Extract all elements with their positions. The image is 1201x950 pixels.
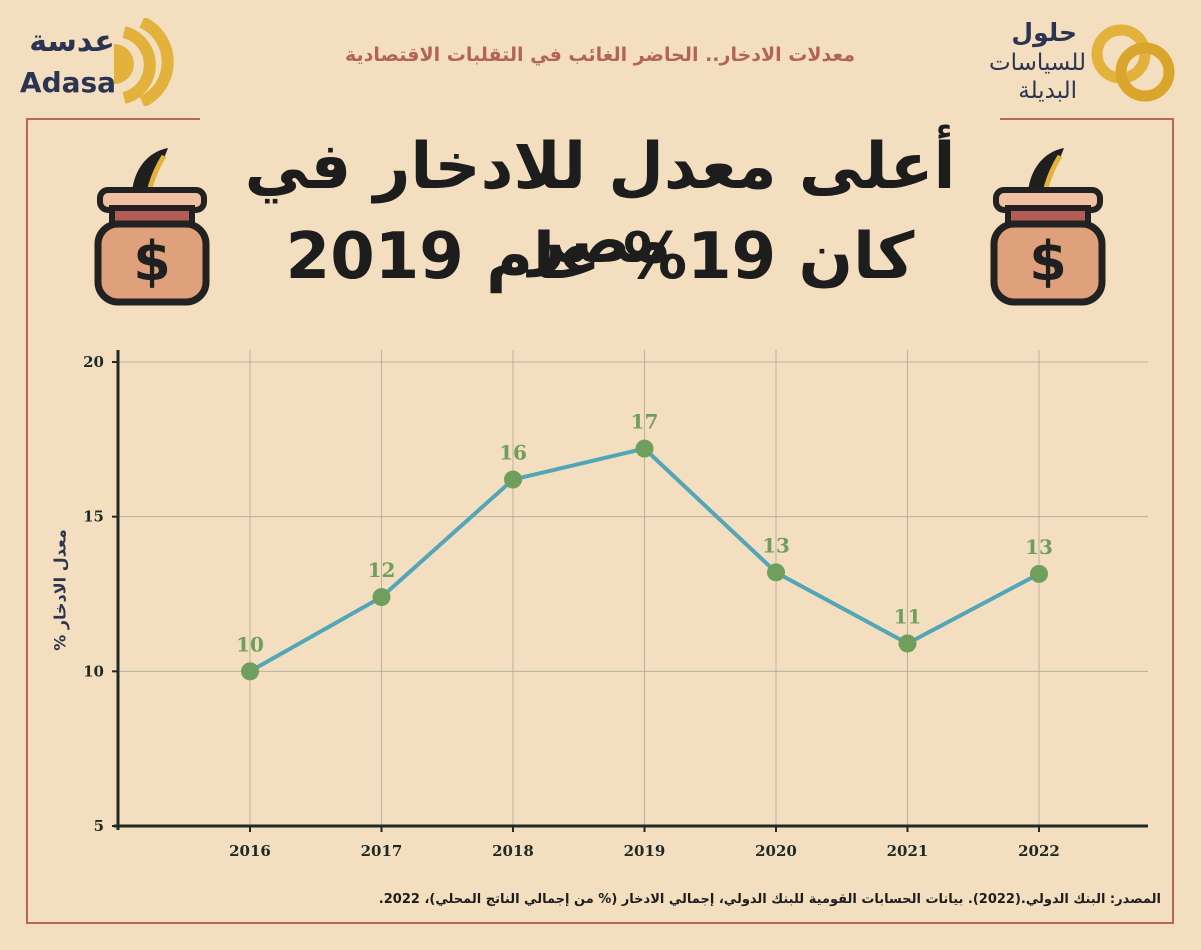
data-point (767, 563, 785, 582)
data-label: 12 (368, 558, 396, 582)
y-tick-label: 5 (94, 817, 104, 835)
adasa-logo-arabic: عدسة (29, 24, 115, 59)
data-point (372, 588, 391, 607)
adasa-logo: عدسة Adasa (14, 16, 174, 106)
money-jar-icon: $ (94, 148, 210, 306)
frame-top-left (26, 118, 200, 120)
x-tick-label: 2021 (887, 842, 929, 860)
x-tick-label: 2018 (492, 842, 534, 860)
data-label: 11 (894, 604, 922, 628)
y-tick-label: 10 (83, 662, 104, 680)
y-tick-label: 15 (83, 508, 104, 526)
interlocking-rings-icon (1091, 24, 1175, 102)
headline-line2: كان 19% عام 2019 (285, 220, 915, 294)
data-point (504, 470, 522, 489)
headline-line1: أعلى معدل للادخار في مصر (244, 130, 956, 278)
hulul-logo-line2: للسياسات (989, 50, 1087, 76)
data-label: 17 (631, 410, 659, 434)
x-tick-label: 2019 (624, 842, 666, 860)
data-point (241, 662, 259, 681)
data-label: 16 (499, 441, 527, 465)
frame-top-right (1000, 118, 1174, 120)
sound-waves-icon (114, 18, 174, 106)
hulul-logo-line3: البديلة (1018, 78, 1077, 104)
content-frame (26, 118, 1174, 924)
data-label: 13 (762, 533, 790, 557)
y-tick-label: 20 (83, 353, 104, 371)
x-tick-label: 2016 (229, 842, 271, 860)
data-point (635, 439, 654, 458)
svg-text:$: $ (133, 230, 171, 293)
hulul-logo-line1: حلول (1011, 18, 1077, 47)
source-note: المصدر: البنك الدولي.(2022). بيانات الحس… (378, 892, 1161, 907)
hulul-logo: حلول للسياسات البديلة (989, 12, 1189, 112)
x-tick-label: 2022 (1018, 842, 1060, 860)
data-point (898, 634, 917, 653)
x-tick-label: 2020 (755, 842, 797, 860)
data-label: 10 (236, 632, 264, 656)
adasa-logo-latin: Adasa (19, 66, 117, 99)
line-chart: 5 10 15 20 2016 2017 2018 2019 2020 2021 2022 10 12 1… (83, 350, 1148, 860)
data-label: 13 (1025, 535, 1053, 559)
data-point (1030, 564, 1048, 583)
money-jar-icon: $ (990, 148, 1106, 306)
svg-text:$: $ (1029, 230, 1067, 293)
page-subtitle: معدلات الادخار.. الحاضر الغائب في التقلب… (344, 44, 855, 66)
x-tick-label: 2017 (361, 842, 403, 860)
